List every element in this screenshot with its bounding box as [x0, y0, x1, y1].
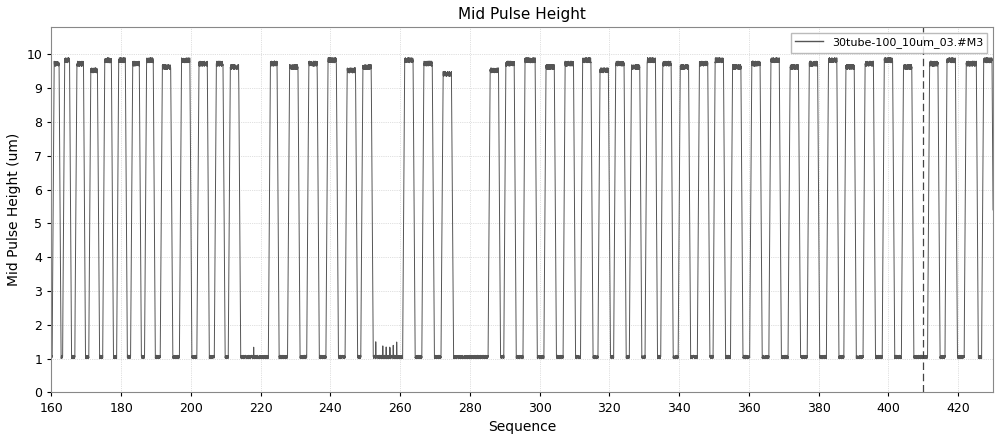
- X-axis label: Sequence: Sequence: [488, 420, 556, 434]
- Y-axis label: Mid Pulse Height (um): Mid Pulse Height (um): [7, 133, 21, 287]
- Legend: 30tube-100_10um_03.#M3: 30tube-100_10um_03.#M3: [791, 33, 987, 52]
- Title: Mid Pulse Height: Mid Pulse Height: [458, 7, 586, 22]
